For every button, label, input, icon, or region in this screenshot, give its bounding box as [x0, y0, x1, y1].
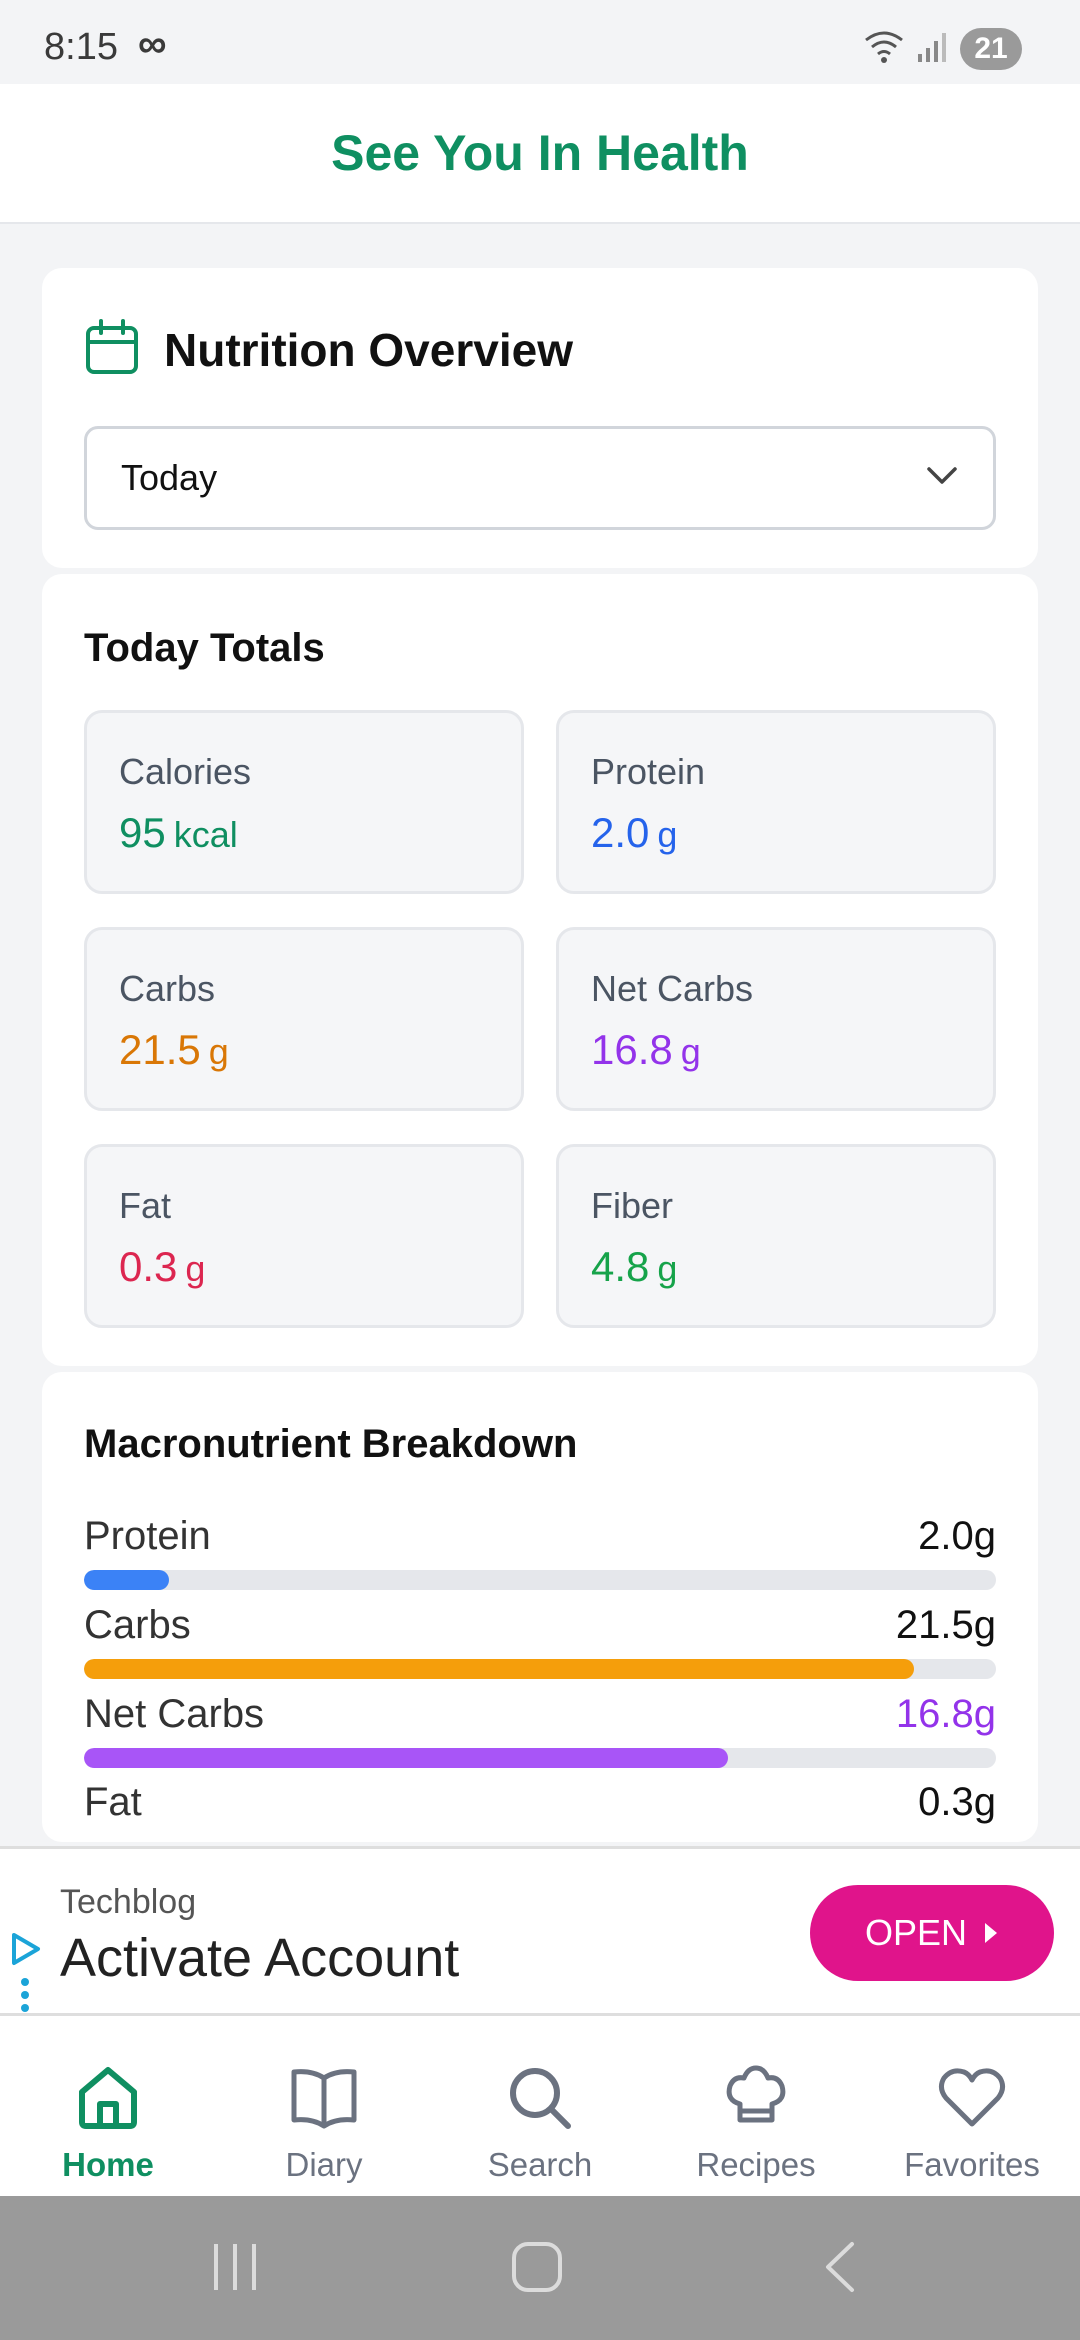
ad-menu-icon[interactable]	[20, 1977, 30, 2018]
stat-value: 0.3 g	[119, 1243, 206, 1290]
period-select-value: Today	[121, 457, 218, 498]
chevron-down-icon	[925, 465, 959, 492]
battery-indicator: 21	[960, 28, 1022, 70]
stat-protein: Protein 2.0 g	[556, 710, 996, 894]
ad-open-label: OPEN	[864, 1912, 968, 1953]
macro-progress-fill	[84, 1570, 169, 1590]
stat-value: 4.8 g	[591, 1243, 678, 1290]
stat-fat: Fat 0.3 g	[84, 1144, 524, 1328]
search-icon	[506, 2060, 574, 2136]
macro-title: Macronutrient Breakdown	[84, 1422, 578, 1466]
today-totals-card: Today Totals Calories 95 kcal Protein 2.0…	[42, 574, 1038, 1366]
stat-label: Protein	[591, 751, 706, 792]
nav-label: Favorites	[904, 2146, 1040, 2183]
stat-value: 16.8 g	[591, 1026, 701, 1073]
macro-progress-fill	[84, 1748, 728, 1768]
home-icon	[74, 2060, 142, 2136]
stat-value: 95 kcal	[119, 809, 238, 856]
stat-label: Fiber	[591, 1185, 674, 1226]
macro-value: 16.8g	[895, 1692, 996, 1736]
book-icon	[288, 2060, 360, 2136]
overview-title: Nutrition Overview	[164, 323, 573, 376]
heart-icon	[936, 2060, 1008, 2136]
macro-progress-track	[84, 1570, 996, 1590]
nav-label: Diary	[285, 2146, 363, 2183]
system-nav-bar	[0, 2196, 1080, 2340]
infinity-icon: ∞	[138, 22, 167, 66]
nav-item-home[interactable]: Home	[0, 2016, 216, 2196]
stat-label: Fat	[119, 1185, 172, 1226]
ad-banner[interactable]: Techblog Activate Account OPEN	[0, 1846, 1080, 2016]
home-system-icon[interactable]	[510, 2240, 564, 2299]
nav-label: Home	[62, 2146, 154, 2183]
macro-progress-track	[84, 1659, 996, 1679]
nav-item-diary[interactable]: Diary	[216, 2016, 432, 2196]
macro-value: 21.5g	[895, 1603, 996, 1647]
stat-label: Calories	[119, 751, 252, 792]
wifi-icon	[862, 28, 906, 69]
stat-calories: Calories 95 kcal	[84, 710, 524, 894]
totals-title: Today Totals	[84, 626, 325, 670]
macro-progress-fill	[84, 1659, 914, 1679]
stat-fiber: Fiber 4.8 g	[556, 1144, 996, 1328]
nav-label: Search	[487, 2146, 593, 2183]
nav-item-favorites[interactable]: Favorites	[864, 2016, 1080, 2196]
macro-label: Net Carbs	[84, 1692, 265, 1736]
bottom-nav: Home Diary Search Recipes	[0, 2016, 1080, 2196]
macro-value: 0.3g	[918, 1780, 996, 1824]
play-arrow-icon	[983, 1912, 999, 1954]
stat-net-carbs: Net Carbs 16.8 g	[556, 927, 996, 1111]
stat-value: 21.5 g	[119, 1026, 229, 1073]
ad-choices-icon[interactable]	[8, 1931, 44, 1972]
app-title: See You In Health	[331, 125, 749, 181]
stat-label: Net Carbs	[591, 968, 754, 1009]
calendar-icon	[84, 318, 140, 381]
macro-value: 2.0g	[918, 1514, 996, 1558]
status-time: 8:15	[44, 26, 118, 68]
ad-headline: Activate Account	[60, 1928, 460, 1988]
stat-label: Carbs	[119, 968, 216, 1009]
chef-hat-icon	[722, 2060, 790, 2136]
macro-label: Protein	[84, 1514, 211, 1558]
nav-item-search[interactable]: Search	[432, 2016, 648, 2196]
macronutrient-breakdown-card: Macronutrient Breakdown Protein 2.0g Car…	[42, 1372, 1038, 1842]
period-select[interactable]: Today	[84, 426, 996, 530]
nav-item-recipes[interactable]: Recipes	[648, 2016, 864, 2196]
signal-icon	[916, 30, 950, 69]
macro-label: Carbs	[84, 1603, 191, 1647]
ad-sponsor: Techblog	[60, 1883, 197, 1921]
macro-label: Fat	[84, 1780, 142, 1824]
ad-open-button[interactable]: OPEN	[810, 1885, 1054, 1981]
status-bar: 8:15 ∞ 21	[0, 0, 1080, 84]
stat-carbs: Carbs 21.5 g	[84, 927, 524, 1111]
recent-apps-icon[interactable]	[210, 2240, 260, 2299]
stat-value: 2.0 g	[591, 809, 678, 856]
app-header: See You In Health	[0, 84, 1080, 224]
back-icon[interactable]	[822, 2240, 858, 2299]
macro-progress-track	[84, 1748, 996, 1768]
nav-label: Recipes	[696, 2146, 816, 2183]
nutrition-overview-card: Nutrition Overview Today	[42, 268, 1038, 568]
overview-header: Nutrition Overview	[84, 318, 573, 381]
